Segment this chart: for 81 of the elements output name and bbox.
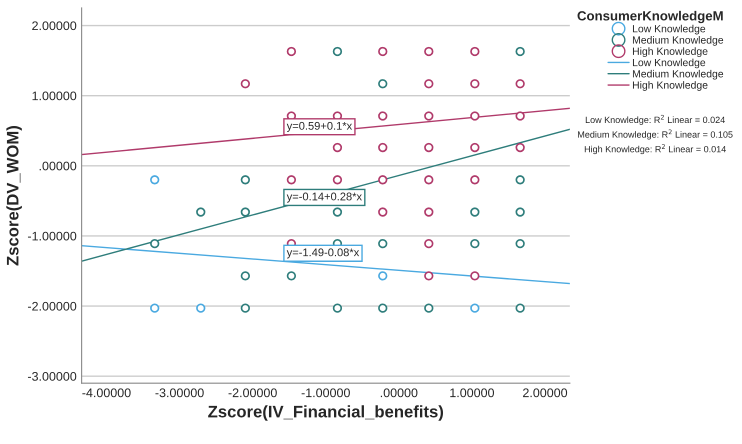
point [470,271,480,281]
point [516,46,525,56]
point [470,238,480,248]
point [424,271,434,281]
point [424,303,434,313]
point [332,46,342,56]
legend-label: Medium Knowledge [632,36,724,46]
x-tick-label: -1.00000 [302,388,350,398]
point [150,303,160,313]
point [332,142,342,152]
legend-label: Low Knowledge [632,24,706,34]
point [470,142,480,152]
point [240,271,250,281]
point [470,207,480,217]
point [470,303,480,313]
text: Medium Knowledge: R$^{2}$ Linear = 0.105 [578,129,733,140]
point [424,111,434,121]
x-axis-title: Zscore(IV_Financial_benefits) [208,405,444,421]
point [470,111,480,121]
point [516,142,525,152]
point [424,207,434,217]
point [286,175,296,184]
y-tick-label: 1.00000 [32,91,76,100]
point [332,303,342,313]
point [332,175,342,184]
point [516,207,525,217]
point [240,207,250,217]
point [516,303,525,313]
point [286,46,296,56]
point [240,79,250,88]
point [378,111,388,121]
point [240,175,250,184]
x-tick-label: 2.00000 [523,388,568,398]
x-tick-label: 1.00000 [450,388,494,398]
annotation: y=0.59+0.1*x [286,122,352,132]
point [150,238,160,248]
point [196,207,206,217]
point [516,79,525,88]
x-tick-label: -4.00000 [82,388,131,398]
point [378,271,388,281]
point [424,46,434,56]
x-tick-label: -3.00000 [155,388,204,398]
annotation: y=-0.14+0.28*x [286,192,362,203]
point [470,79,480,88]
point [516,111,525,121]
x-tick-label: .00000 [380,388,418,398]
y-tick-label: .00000 [40,162,76,170]
annotation: y=-1.49-0.08*x [286,248,360,258]
point [286,271,296,281]
point [378,238,388,248]
legend-label: High Knowledge [632,47,708,57]
y-tick-label: 2.00000 [32,21,76,30]
y-tick-label: -1.00000 [28,232,76,241]
point [424,79,434,88]
point [378,207,388,217]
legend-title: ConsumerKnowledgeM [578,10,723,24]
legend-label: Low Knowledge [632,58,706,68]
y-axis-title: Zscore(DV_WOM) [6,126,22,266]
point [378,303,388,313]
point [378,46,388,56]
point [196,303,206,313]
y-tick-label: -2.00000 [28,302,76,311]
point [332,207,342,217]
text: Low Knowledge: R$^{2}$ Linear = 0.024 [586,114,725,125]
legend-label: Medium Knowledge [632,70,724,80]
point [378,79,388,88]
point [516,175,525,184]
point [378,175,388,184]
point [424,238,434,248]
point [150,175,160,184]
point [470,175,480,184]
text: High Knowledge: R$^{2}$ Linear = 0.014 [584,144,726,154]
point [424,142,434,152]
point [424,175,434,184]
x-tick-label: -2.00000 [228,388,277,398]
point [470,46,480,56]
point [516,238,525,248]
y-tick-label: -3.00000 [28,372,76,381]
point [240,303,250,313]
legend-label: High Knowledge [632,81,708,91]
point [378,142,388,152]
